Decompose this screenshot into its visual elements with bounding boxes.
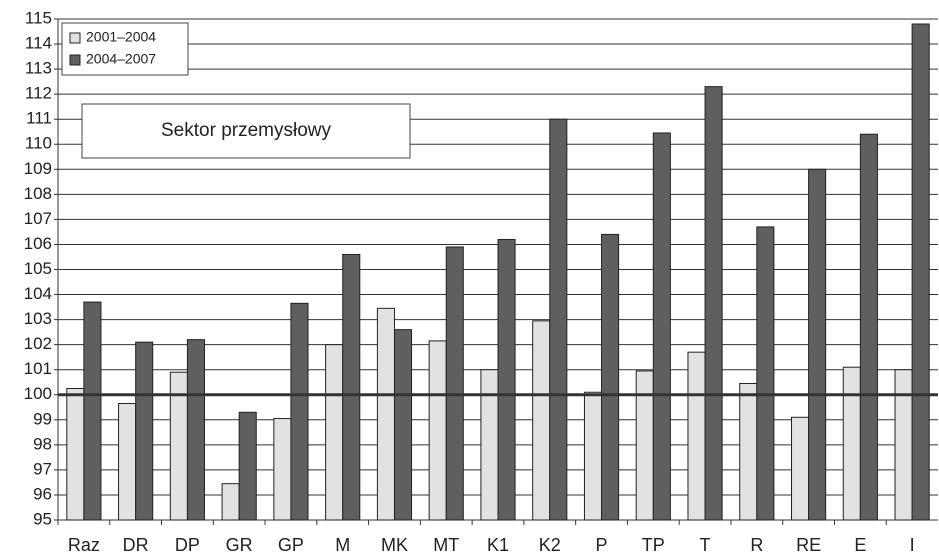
bar xyxy=(739,382,758,521)
bar xyxy=(325,344,344,521)
bar xyxy=(342,253,361,521)
y-tick-label: 101 xyxy=(24,359,52,378)
bar xyxy=(135,341,154,521)
bar xyxy=(238,411,257,521)
bar xyxy=(118,403,137,521)
y-tick-label: 95 xyxy=(33,509,52,528)
y-tick-label: 115 xyxy=(25,8,52,27)
x-tick-label: T xyxy=(700,535,711,555)
bar xyxy=(549,118,568,521)
x-tick-label: I xyxy=(910,535,915,555)
legend-swatch xyxy=(69,54,81,66)
legend-label: 2001–2004 xyxy=(86,29,156,45)
bar xyxy=(842,366,861,521)
x-tick-label: GR xyxy=(226,535,253,555)
y-tick-label: 96 xyxy=(33,484,52,503)
y-tick-label: 110 xyxy=(25,134,52,153)
y-tick-label: 105 xyxy=(24,259,52,278)
x-tick-label: R xyxy=(750,535,763,555)
x-tick-label: RE xyxy=(796,535,821,555)
x-tick-label: DR xyxy=(123,535,149,555)
y-tick-label: 109 xyxy=(24,159,52,178)
bar xyxy=(393,329,413,521)
y-tick-label: 114 xyxy=(25,34,52,53)
y-tick-label: 103 xyxy=(24,309,52,328)
y-tick-label: 106 xyxy=(24,234,52,253)
y-tick-label: 102 xyxy=(24,334,52,353)
bar xyxy=(273,418,292,521)
legend-swatch xyxy=(69,32,81,44)
y-tick-label: 104 xyxy=(24,284,52,303)
bar xyxy=(652,132,671,521)
x-tick-label: K2 xyxy=(539,535,561,555)
bar xyxy=(687,351,706,521)
bar xyxy=(221,483,240,521)
x-tick-label: M xyxy=(335,535,350,555)
bar xyxy=(859,133,878,521)
bar xyxy=(497,238,516,521)
x-tick-label: DP xyxy=(175,535,200,555)
bar xyxy=(480,369,499,521)
x-tick-label: GP xyxy=(278,535,304,555)
y-tick-label: 107 xyxy=(24,209,52,228)
bar xyxy=(894,369,913,521)
x-tick-label: E xyxy=(854,535,866,555)
legend-box xyxy=(61,22,189,76)
x-tick-label: K1 xyxy=(487,535,509,555)
bar xyxy=(83,301,102,521)
annotation-box xyxy=(81,103,411,159)
y-tick-label: 113 xyxy=(25,59,52,78)
y-tick-label: 112 xyxy=(25,84,52,103)
bar xyxy=(704,86,723,521)
bar xyxy=(601,233,620,521)
bar xyxy=(376,307,395,521)
bar xyxy=(808,168,827,521)
legend-label: 2004–2007 xyxy=(86,51,156,67)
x-tick-label: MK xyxy=(381,535,408,555)
x-tick-label: Raz xyxy=(68,535,100,555)
bar xyxy=(583,391,603,521)
bar xyxy=(532,320,551,521)
annotation: Sektor przemysłowy xyxy=(161,120,331,141)
y-tick-label: 108 xyxy=(24,184,52,203)
bar xyxy=(290,302,309,521)
bar xyxy=(428,340,447,521)
y-tick-label: 97 xyxy=(33,459,52,478)
bar xyxy=(66,387,85,521)
x-tick-label: TP xyxy=(642,535,665,555)
y-tick-label: 98 xyxy=(33,434,52,453)
y-tick-label: 100 xyxy=(24,384,52,403)
bar xyxy=(445,246,464,521)
x-tick-label: MT xyxy=(433,535,459,555)
y-tick-label: 99 xyxy=(33,409,52,428)
y-tick-label: 111 xyxy=(26,109,52,128)
bar xyxy=(186,339,205,521)
bar xyxy=(911,23,930,521)
x-tick-label: P xyxy=(596,535,608,555)
bar xyxy=(791,416,810,521)
bar xyxy=(756,226,775,521)
